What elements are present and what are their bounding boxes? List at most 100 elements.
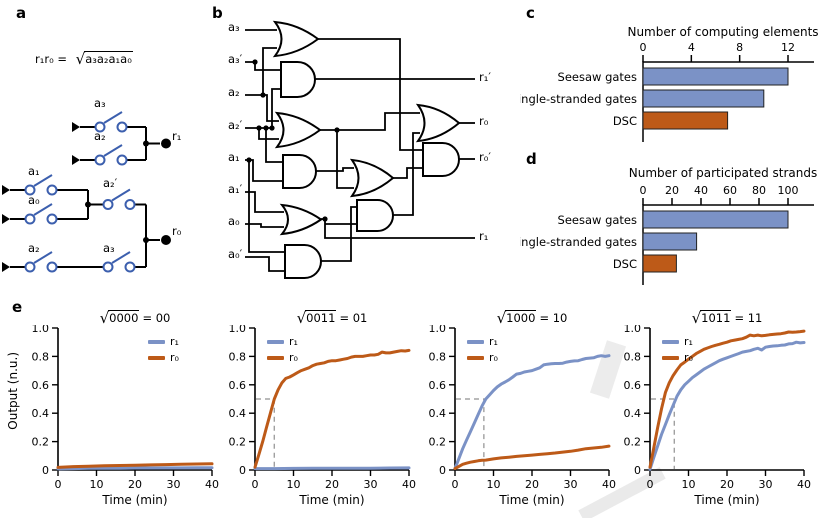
y-tick-label: 0 bbox=[634, 464, 641, 477]
y-tick-label: 0.8 bbox=[624, 350, 642, 363]
bar bbox=[642, 254, 677, 273]
kinetics-chart-0000: √0000 = 00 0 0.2 0.4 0.6 0.8 1.0 0 10 20 30 40 r₁ r… bbox=[0, 305, 224, 518]
legend-item-r1: r₁ bbox=[267, 335, 298, 348]
input-label-a0p: a₀′ bbox=[228, 247, 243, 261]
switch-label-a1: a₁ bbox=[28, 164, 40, 178]
x-tick-label: 10 bbox=[487, 478, 501, 491]
switch-levers bbox=[33, 111, 131, 264]
title-result: = 00 bbox=[142, 311, 171, 325]
output-label-r1: r₁ bbox=[172, 129, 182, 143]
x-tick-label: 0 bbox=[55, 478, 62, 491]
y-tick-label: 0.6 bbox=[32, 379, 50, 392]
bar bbox=[642, 111, 729, 130]
tick-label: 4 bbox=[688, 41, 695, 54]
switch-label-a0: a₀ bbox=[28, 193, 40, 207]
legend: r₁ r₀ bbox=[662, 335, 693, 367]
legend-item-r1: r₁ bbox=[467, 335, 498, 348]
input-label-a1p: a₁′ bbox=[228, 182, 243, 196]
y-tick-label: 0.2 bbox=[624, 436, 642, 449]
logic-gate-diagram bbox=[245, 20, 475, 279]
radical-sign: √ bbox=[75, 50, 86, 68]
title-result: = 11 bbox=[734, 311, 763, 325]
and-gate bbox=[282, 154, 317, 189]
line-chart-0000: 0 0.2 0.4 0.6 0.8 1.0 0 10 20 30 40 bbox=[32, 325, 220, 491]
y-tick-label: 0.4 bbox=[32, 407, 50, 420]
x-tick-label: 40 bbox=[402, 478, 416, 491]
x-tick-label: 10 bbox=[682, 478, 696, 491]
panel-b-label: b bbox=[212, 4, 223, 22]
input-label-a1: a₁ bbox=[228, 150, 240, 164]
series-line-0 bbox=[453, 354, 611, 471]
y-tick-label: 0.6 bbox=[429, 379, 447, 392]
input-label-a2: a₂ bbox=[228, 85, 240, 99]
or-gate bbox=[274, 111, 322, 149]
y-tick-label: 0.4 bbox=[624, 407, 642, 420]
legend-item-r1: r₁ bbox=[148, 335, 179, 348]
kinetics-chart-1000: √1000 = 10 0 0.2 0.4 0.6 0.8 1.0 0 10 20 30 40 r₁ r… bbox=[397, 305, 621, 518]
category-label: Seesaw gates bbox=[558, 70, 637, 84]
y-tick-label: 0.4 bbox=[229, 407, 247, 420]
line-chart-1000: 0 0.2 0.4 0.6 0.8 1.0 0 10 20 30 40 bbox=[429, 325, 617, 491]
legend-label-r1: r₁ bbox=[289, 335, 298, 348]
series-line-0 bbox=[253, 466, 411, 471]
legend-swatch-r0 bbox=[467, 355, 484, 360]
y-tick-label: 0.8 bbox=[229, 350, 247, 363]
x-tick-label: 20 bbox=[720, 478, 734, 491]
panel-e-label: e bbox=[12, 298, 23, 316]
y-tick-label: 0.8 bbox=[32, 350, 50, 363]
output-node-r1 bbox=[161, 138, 171, 149]
switch-label-a3-top: a₃ bbox=[94, 96, 106, 110]
chart-title-sqrt-0011: √0011 = 01 bbox=[255, 310, 409, 326]
y-tick-label: 1.0 bbox=[32, 325, 50, 335]
x-tick-label: 20 bbox=[525, 478, 539, 491]
series-line-1 bbox=[253, 348, 411, 469]
x-axis-label: Time (min) bbox=[694, 493, 760, 507]
legend-swatch-r1 bbox=[662, 339, 679, 344]
title-result: = 01 bbox=[339, 311, 368, 325]
chart-title-sqrt-0000: √0000 = 00 bbox=[58, 309, 212, 327]
x-tick-label: 30 bbox=[364, 478, 378, 491]
series-line-1 bbox=[648, 329, 806, 469]
radical-sign: √ bbox=[496, 309, 507, 327]
and-gate bbox=[280, 61, 316, 98]
legend-swatch-r0 bbox=[267, 355, 284, 360]
input-arrow bbox=[2, 185, 10, 195]
output-label-r1p: r₁′ bbox=[479, 70, 491, 84]
tick-label: 60 bbox=[723, 184, 737, 197]
legend-swatch-r1 bbox=[467, 339, 484, 344]
legend-label-r0: r₀ bbox=[170, 351, 179, 364]
y-tick-label: 0.6 bbox=[229, 379, 247, 392]
y-tick-label: 1.0 bbox=[429, 325, 447, 335]
legend: r₁ r₀ bbox=[148, 335, 179, 367]
x-tick-label: 40 bbox=[797, 478, 811, 491]
legend-swatch-r1 bbox=[267, 339, 284, 344]
panel-c-label: c bbox=[526, 4, 535, 22]
tick-label: 40 bbox=[694, 184, 708, 197]
input-arrow bbox=[72, 122, 80, 132]
switch-contacts bbox=[24, 121, 136, 273]
category-label: Seesaw gates bbox=[558, 213, 637, 227]
legend-item-r0: r₀ bbox=[267, 351, 298, 364]
chart-title-sqrt-1000: √1000 = 10 bbox=[455, 309, 609, 327]
tick-label: 80 bbox=[752, 184, 766, 197]
axes bbox=[57, 328, 212, 471]
category-label: DSC bbox=[613, 114, 637, 128]
logic-wires bbox=[245, 29, 475, 272]
panel-d-label: d bbox=[526, 150, 537, 168]
x-tick-label: 10 bbox=[90, 478, 104, 491]
input-arrow bbox=[2, 214, 10, 224]
legend-swatch-r0 bbox=[148, 355, 165, 360]
category-label: DSC bbox=[613, 257, 637, 271]
series-line-1 bbox=[453, 444, 611, 471]
x-tick-label: 0 bbox=[452, 478, 459, 491]
radical-sign: √ bbox=[99, 309, 110, 327]
logic-junction-dots bbox=[246, 59, 340, 222]
y-tick-label: 1.0 bbox=[229, 325, 247, 335]
input-label-a3: a₃ bbox=[228, 20, 240, 34]
x-tick-label: 40 bbox=[205, 478, 219, 491]
x-axis-label: Time (min) bbox=[299, 493, 365, 507]
and-gate bbox=[356, 199, 394, 232]
legend-item-r0: r₀ bbox=[467, 351, 498, 364]
x-tick-label: 20 bbox=[325, 478, 339, 491]
